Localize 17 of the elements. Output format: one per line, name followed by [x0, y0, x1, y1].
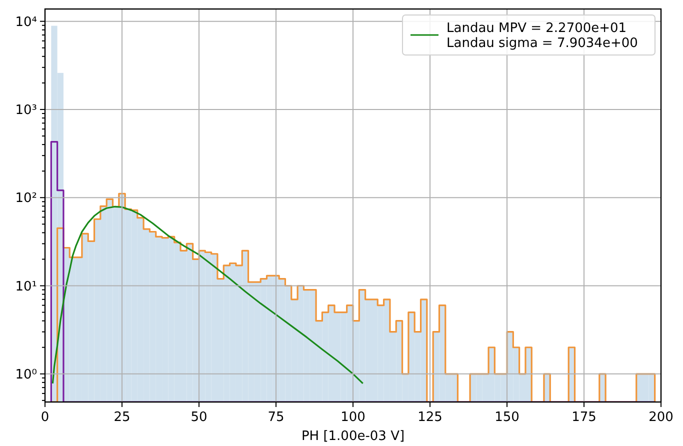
line-series — [52, 206, 364, 384]
x-tick-label: 75 — [268, 410, 284, 425]
y-tick-label: 10³ — [15, 103, 37, 118]
y-tick-label: 10¹ — [15, 279, 37, 294]
x-tick-label: 0 — [40, 410, 50, 425]
x-tick-label: 25 — [114, 410, 130, 425]
y-tick-label: 10⁰ — [15, 367, 37, 382]
x-tick-label: 50 — [190, 410, 208, 425]
x-tick-label: 100 — [340, 410, 366, 425]
x-axis-title: PH [1.00e-03 V] — [301, 429, 405, 444]
x-tick-label: 125 — [418, 410, 442, 425]
x-tick-label: 175 — [572, 410, 596, 425]
y-tick-label: 10² — [15, 191, 37, 206]
x-tick-label: 150 — [494, 410, 520, 425]
y-tick-label: 10⁴ — [15, 14, 37, 30]
legend-label: Landau MPV = 2.2700e+01 Landau sigma = 7.9034e+00 — [446, 21, 638, 51]
x-tick-label: 200 — [648, 410, 674, 425]
